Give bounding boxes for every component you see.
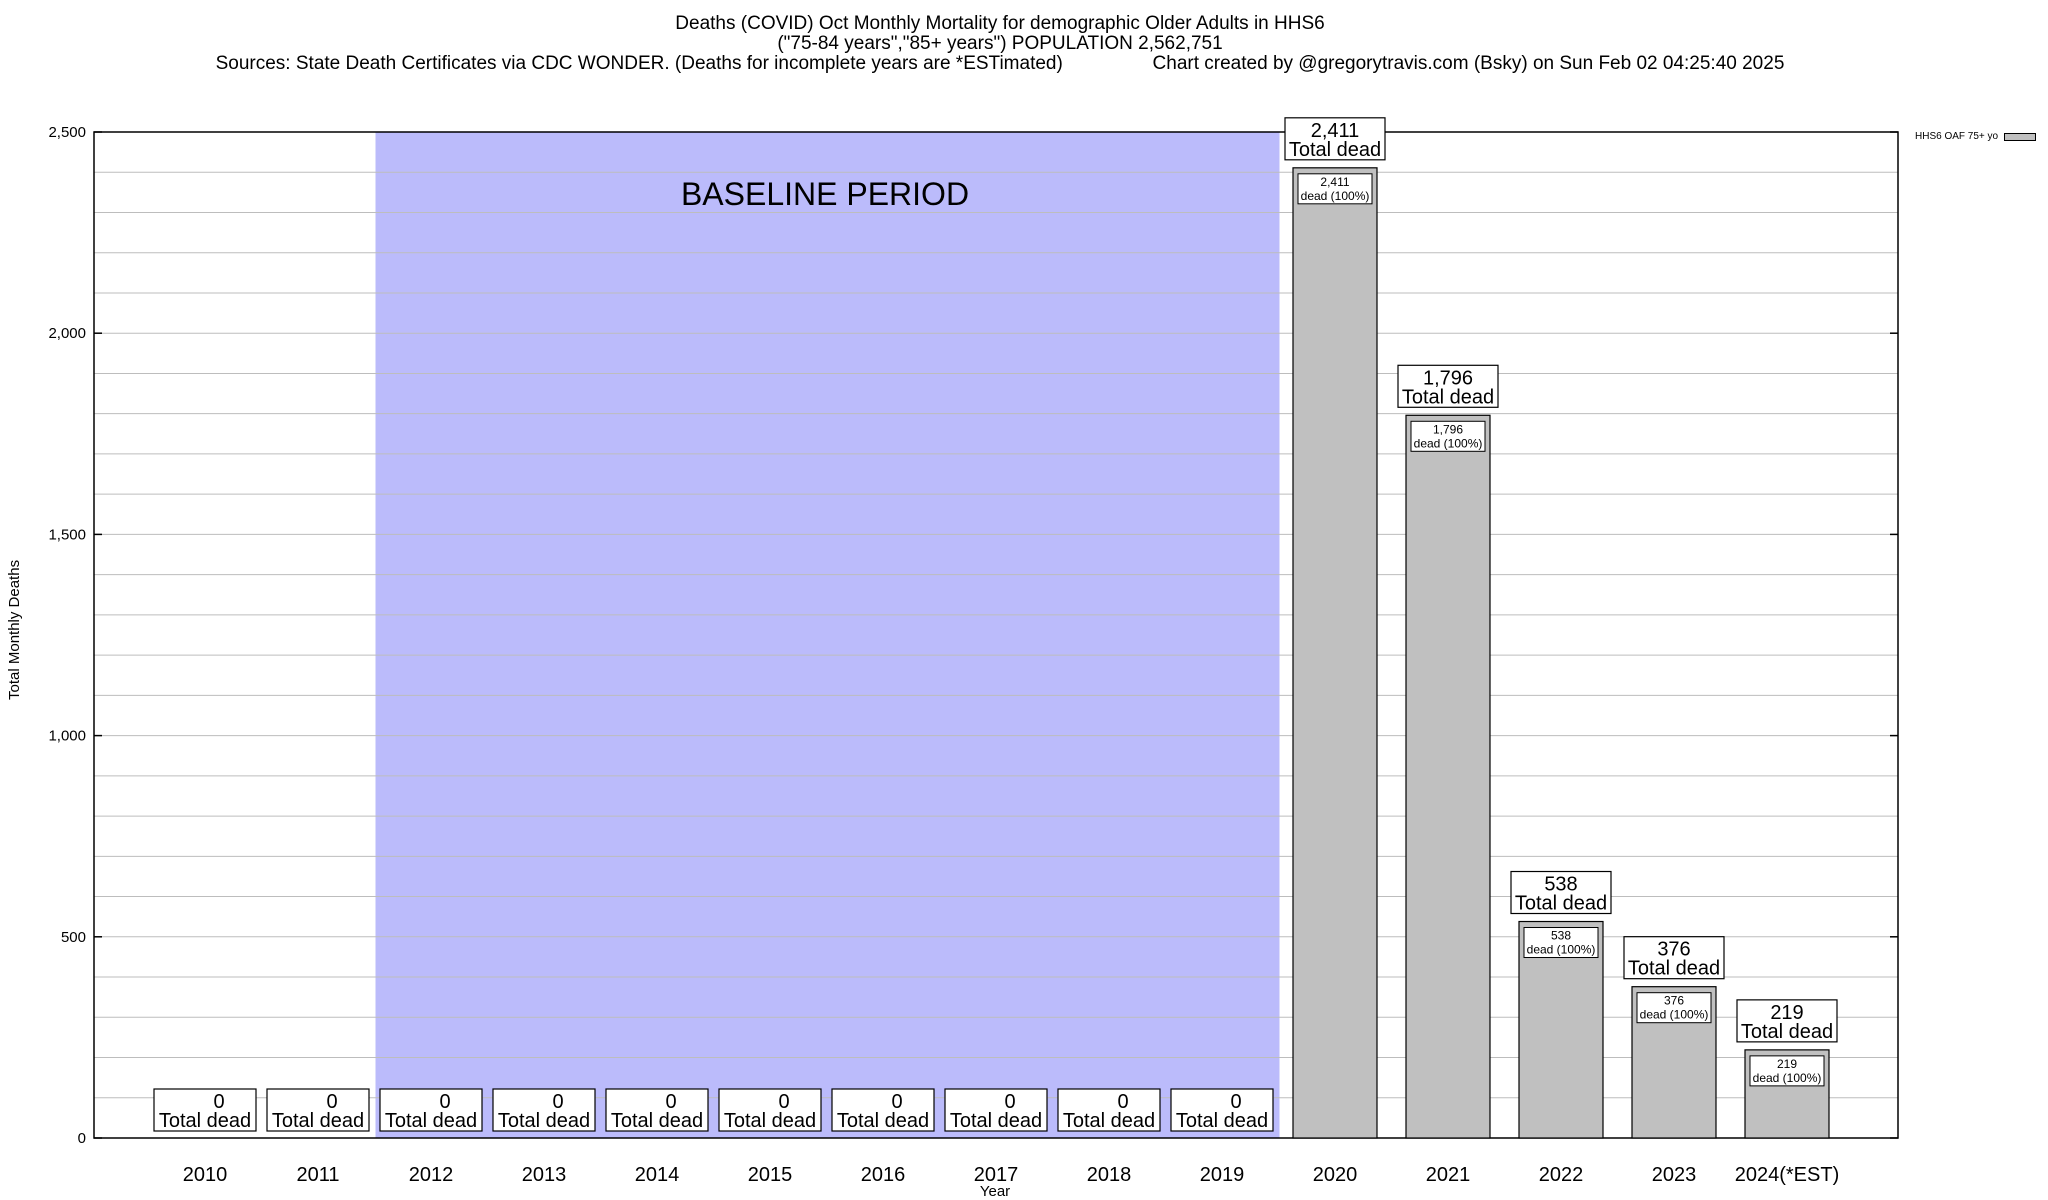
total-value-label: 0 bbox=[1004, 1091, 1015, 1113]
x-tick-label: 2017 bbox=[974, 1164, 1019, 1186]
chart-title: Deaths (COVID) Oct Monthly Mortality for… bbox=[675, 13, 1325, 34]
total-dead-label: Total dead bbox=[1402, 386, 1494, 408]
total-value-label: 0 bbox=[665, 1091, 676, 1113]
bar-inner-label-box bbox=[1523, 927, 1599, 959]
bar-inner-value-label: 1,796 bbox=[1433, 422, 1463, 436]
total-label-box bbox=[492, 1088, 596, 1132]
total-dead-label: Total dead bbox=[837, 1110, 929, 1132]
total-dead-label: Total dead bbox=[1289, 139, 1381, 161]
total-value-label: 0 bbox=[778, 1091, 789, 1113]
total-dead-label: Total dead bbox=[498, 1110, 590, 1132]
bar-inner-label-box bbox=[1297, 173, 1373, 205]
total-label-box bbox=[1623, 936, 1725, 980]
x-tick-label: 2020 bbox=[1313, 1164, 1358, 1186]
x-tick-label: 2010 bbox=[183, 1164, 228, 1186]
total-dead-label: Total dead bbox=[159, 1110, 251, 1132]
x-tick-label: 2011 bbox=[296, 1164, 339, 1186]
total-value-label: 219 bbox=[1770, 1002, 1803, 1024]
bar bbox=[1405, 414, 1491, 1139]
total-label-box bbox=[1736, 999, 1838, 1043]
bar-inner-label-box bbox=[1636, 992, 1712, 1024]
total-value-label: 538 bbox=[1544, 874, 1577, 896]
x-tick-label: 2019 bbox=[1200, 1164, 1245, 1186]
total-value-label: 1,796 bbox=[1423, 367, 1473, 389]
total-label-box bbox=[1170, 1088, 1274, 1132]
baseline-period-label: BASELINE PERIOD bbox=[681, 176, 969, 212]
total-label-box bbox=[831, 1088, 935, 1132]
y-tick-label: 2,000 bbox=[48, 325, 86, 342]
total-value-label: 0 bbox=[326, 1091, 337, 1113]
bar-inner-percent-label: dead (100%) bbox=[1640, 1008, 1709, 1022]
bar-inner-value-label: 2,411 bbox=[1320, 175, 1349, 189]
total-value-label: 2,411 bbox=[1311, 120, 1360, 142]
bar-inner-label-box bbox=[1410, 420, 1486, 452]
chart-sources-credit: Sources: State Death Certificates via CD… bbox=[215, 53, 1785, 74]
y-tick-label: 0 bbox=[78, 1130, 86, 1147]
bar-inner-value-label: 219 bbox=[1777, 1057, 1797, 1071]
chart-subtitle: ("75-84 years","85+ years") POPULATION 2… bbox=[777, 33, 1223, 54]
bar-inner-percent-label: dead (100%) bbox=[1414, 436, 1483, 450]
total-dead-label: Total dead bbox=[1628, 958, 1720, 980]
chart-title-block: Deaths (COVID) Oct Monthly Mortality for… bbox=[0, 14, 2000, 74]
total-dead-label: Total dead bbox=[611, 1110, 703, 1132]
y-tick-label: 500 bbox=[61, 929, 86, 946]
bar-inner-label-box bbox=[1749, 1055, 1825, 1087]
x-tick-label: 2022 bbox=[1539, 1164, 1584, 1186]
x-tick-label: 2012 bbox=[409, 1164, 454, 1186]
y-tick-label: 2,500 bbox=[48, 124, 86, 141]
total-dead-label: Total dead bbox=[724, 1110, 816, 1132]
y-axis-label: Total Monthly Deaths bbox=[6, 559, 23, 700]
baseline-period-shading bbox=[375, 132, 1280, 1138]
total-value-label: 0 bbox=[213, 1091, 224, 1113]
y-tick-label: 1,500 bbox=[48, 526, 86, 543]
total-label-box bbox=[1397, 364, 1499, 408]
x-tick-label: 2024(*EST) bbox=[1735, 1164, 1840, 1186]
total-dead-label: Total dead bbox=[272, 1110, 364, 1132]
bar-inner-value-label: 538 bbox=[1551, 929, 1571, 943]
plot-frame bbox=[93, 131, 1899, 1139]
bar-inner-percent-label: dead (100%) bbox=[1527, 943, 1596, 957]
bar-inner-percent-label: dead (100%) bbox=[1301, 189, 1370, 203]
total-dead-label: Total dead bbox=[1063, 1110, 1155, 1132]
total-label-box bbox=[1510, 870, 1612, 915]
total-value-label: 0 bbox=[1117, 1091, 1128, 1113]
x-tick-label: 2018 bbox=[1087, 1164, 1132, 1186]
total-value-label: 0 bbox=[552, 1091, 563, 1113]
total-label-box bbox=[605, 1088, 709, 1132]
bar-inner-percent-label: dead (100%) bbox=[1753, 1071, 1822, 1085]
x-tick-label: 2021 bbox=[1426, 1164, 1471, 1186]
x-tick-label: 2015 bbox=[748, 1164, 793, 1186]
x-tick-label: 2016 bbox=[861, 1164, 906, 1186]
x-tick-label: 2023 bbox=[1652, 1164, 1697, 1186]
legend: HHS6 OAF 75+ yo bbox=[1915, 131, 2037, 142]
total-label-box bbox=[1284, 117, 1386, 161]
total-value-label: 0 bbox=[439, 1091, 450, 1113]
total-value-label: 376 bbox=[1657, 939, 1690, 961]
total-dead-label: Total dead bbox=[950, 1110, 1042, 1132]
total-dead-label: Total dead bbox=[1515, 893, 1607, 915]
legend-swatch bbox=[2004, 132, 2037, 141]
x-tick-label: 2013 bbox=[522, 1164, 567, 1186]
total-value-label: 0 bbox=[891, 1091, 902, 1113]
total-label-box bbox=[944, 1088, 1048, 1132]
total-label-box bbox=[1057, 1088, 1161, 1132]
x-tick-label: 2014 bbox=[635, 1164, 680, 1186]
total-label-box bbox=[266, 1088, 370, 1132]
total-value-label: 0 bbox=[1230, 1091, 1241, 1113]
total-label-box bbox=[153, 1088, 257, 1132]
legend-label: HHS6 OAF 75+ yo bbox=[1915, 131, 1999, 142]
total-label-box bbox=[718, 1088, 822, 1132]
bar bbox=[1292, 167, 1378, 1139]
total-dead-label: Total dead bbox=[1741, 1021, 1833, 1043]
total-dead-label: Total dead bbox=[385, 1110, 477, 1132]
total-dead-label: Total dead bbox=[1176, 1110, 1268, 1132]
y-tick-label: 1,000 bbox=[48, 728, 86, 745]
bar-inner-value-label: 376 bbox=[1664, 994, 1684, 1008]
total-label-box bbox=[379, 1088, 483, 1132]
x-axis-label: Year bbox=[979, 1183, 1011, 1200]
